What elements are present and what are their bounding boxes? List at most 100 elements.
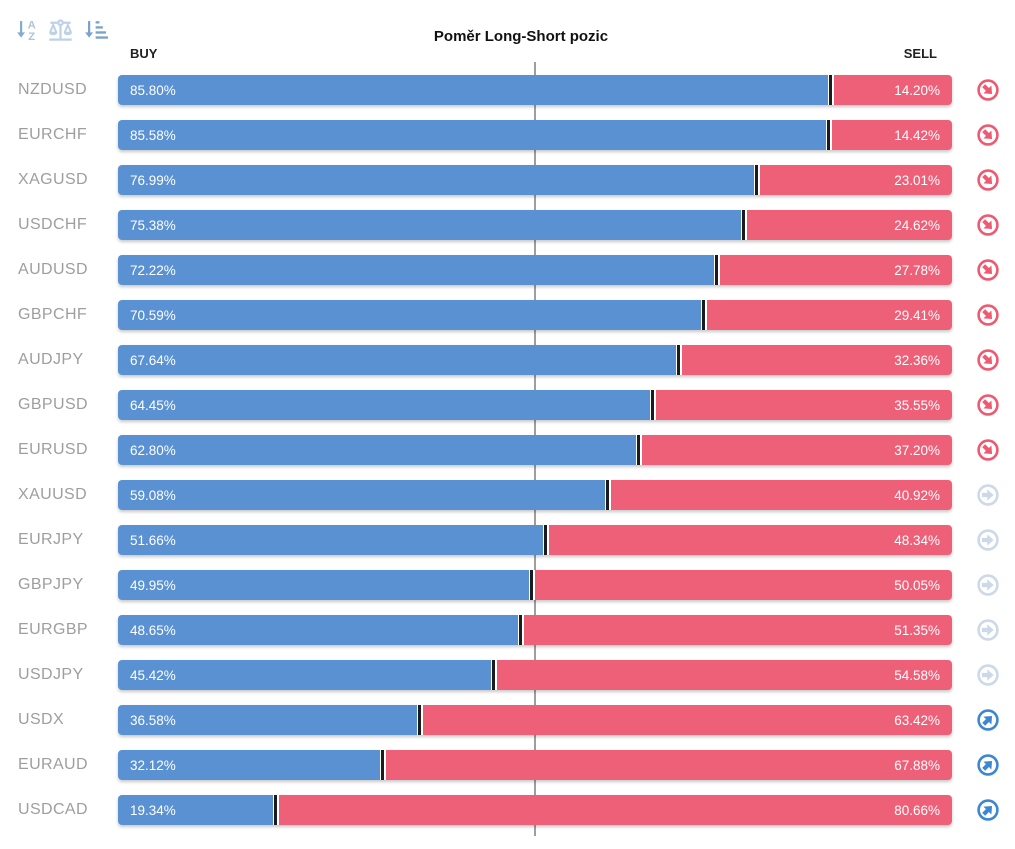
signal-right-icon[interactable] (976, 663, 1000, 687)
sell-value: 23.01% (894, 172, 940, 188)
bar-divider (273, 795, 280, 825)
buy-value: 75.38% (130, 217, 176, 233)
signal-up-icon[interactable] (976, 798, 1000, 822)
symbol-label: EURGBP (18, 621, 88, 638)
signal-down-icon[interactable] (976, 78, 1000, 102)
buy-bar-segment: 45.42% (118, 660, 491, 690)
long-short-bar: 64.45% 35.55% (118, 390, 952, 420)
sort-toolbar: A Z (13, 16, 108, 43)
buy-bar-segment: 64.45% (118, 390, 650, 420)
sell-bar-segment: 67.88% (385, 750, 952, 780)
table-row: GBPUSD 64.45% 35.55% (0, 390, 1015, 435)
buy-value: 45.42% (130, 667, 176, 683)
bar-divider (417, 705, 424, 735)
sell-value: 51.35% (894, 622, 940, 638)
buy-value: 70.59% (130, 307, 176, 323)
bar-divider (649, 390, 656, 420)
sell-column-header: SELL (903, 46, 937, 61)
page-title: Poměr Long-Short pozic (433, 28, 609, 45)
sell-value: 14.20% (894, 82, 940, 98)
signal-up-icon[interactable] (976, 753, 1000, 777)
sell-value: 50.05% (894, 577, 940, 593)
signal-right-icon[interactable] (976, 528, 1000, 552)
signal-down-icon[interactable] (976, 303, 1000, 327)
buy-value: 62.80% (130, 442, 176, 458)
signal-right-icon[interactable] (976, 573, 1000, 597)
sell-bar-segment: 24.62% (746, 210, 952, 240)
long-short-bar: 51.66% 48.34% (118, 525, 952, 555)
table-row: GBPCHF 70.59% 29.41% (0, 300, 1015, 345)
symbol-label: EURAUD (18, 756, 88, 773)
table-row: EURJPY 51.66% 48.34% (0, 525, 1015, 570)
signal-down-icon[interactable] (976, 258, 1000, 282)
buy-bar-segment: 49.95% (118, 570, 529, 600)
sell-value: 27.78% (894, 262, 940, 278)
bar-divider (714, 255, 721, 285)
long-short-bar: 76.99% 23.01% (118, 165, 952, 195)
signal-right-icon[interactable] (976, 618, 1000, 642)
buy-value: 85.80% (130, 82, 176, 98)
sell-bar-segment: 51.35% (523, 615, 952, 645)
signal-up-icon[interactable] (976, 708, 1000, 732)
long-short-bar: 62.80% 37.20% (118, 435, 952, 465)
sort-alphabetical-icon: A Z (13, 16, 40, 43)
buy-bar-segment: 48.65% (118, 615, 518, 645)
bar-divider (604, 480, 611, 510)
bar-divider (635, 435, 642, 465)
long-short-bar: 19.34% 80.66% (118, 795, 952, 825)
sell-value: 63.42% (894, 712, 940, 728)
table-row: NZDUSD 85.80% 14.20% (0, 75, 1015, 120)
symbol-label: XAUUSD (18, 486, 88, 503)
bar-divider (676, 345, 683, 375)
sell-value: 29.41% (894, 307, 940, 323)
symbol-label: GBPCHF (18, 306, 88, 323)
buy-bar-segment: 76.99% (118, 165, 755, 195)
sell-bar-segment: 50.05% (534, 570, 952, 600)
long-short-bar: 49.95% 50.05% (118, 570, 952, 600)
table-row: USDX 36.58% 63.42% (0, 705, 1015, 750)
buy-bar-segment: 75.38% (118, 210, 741, 240)
sell-value: 40.92% (894, 487, 940, 503)
long-short-bar: 72.22% 27.78% (118, 255, 952, 285)
bar-divider (740, 210, 747, 240)
symbol-label: USDCHF (18, 216, 88, 233)
long-short-bar: 59.08% 40.92% (118, 480, 952, 510)
long-short-bar: 75.38% 24.62% (118, 210, 952, 240)
table-row: GBPJPY 49.95% 50.05% (0, 570, 1015, 615)
symbol-label: NZDUSD (18, 81, 88, 98)
long-short-bar: 48.65% 51.35% (118, 615, 952, 645)
table-row: EURUSD 62.80% 37.20% (0, 435, 1015, 480)
symbol-label: EURUSD (18, 441, 88, 458)
scale-balance-icon (47, 16, 74, 43)
sell-value: 80.66% (894, 802, 940, 818)
symbol-label: GBPUSD (18, 396, 88, 413)
buy-bar-segment: 19.34% (118, 795, 274, 825)
table-row: AUDJPY 67.64% 32.36% (0, 345, 1015, 390)
signal-down-icon[interactable] (976, 213, 1000, 237)
table-row: XAUUSD 59.08% 40.92% (0, 480, 1015, 525)
bar-divider (517, 615, 524, 645)
signal-right-icon[interactable] (976, 483, 1000, 507)
sort-alphabetical-button[interactable]: A Z (13, 16, 40, 43)
signal-down-icon[interactable] (976, 438, 1000, 462)
buy-value: 36.58% (130, 712, 176, 728)
table-row: USDCAD 19.34% 80.66% (0, 795, 1015, 840)
buy-value: 51.66% (130, 532, 176, 548)
long-short-bar: 36.58% 63.42% (118, 705, 952, 735)
bar-divider (542, 525, 549, 555)
signal-down-icon[interactable] (976, 393, 1000, 417)
buy-bar-segment: 51.66% (118, 525, 543, 555)
long-short-bar: 70.59% 29.41% (118, 300, 952, 330)
buy-value: 19.34% (130, 802, 176, 818)
buy-bar-segment: 72.22% (118, 255, 715, 285)
sell-bar-segment: 63.42% (423, 705, 952, 735)
sell-value: 14.42% (894, 127, 940, 143)
signal-down-icon[interactable] (976, 168, 1000, 192)
signal-down-icon[interactable] (976, 123, 1000, 147)
sort-amount-button[interactable] (81, 16, 108, 43)
sell-value: 24.62% (894, 217, 940, 233)
buy-bar-segment: 85.58% (118, 120, 826, 150)
signal-down-icon[interactable] (976, 348, 1000, 372)
sort-balance-button[interactable] (47, 16, 74, 43)
sell-bar-segment: 14.42% (831, 120, 952, 150)
